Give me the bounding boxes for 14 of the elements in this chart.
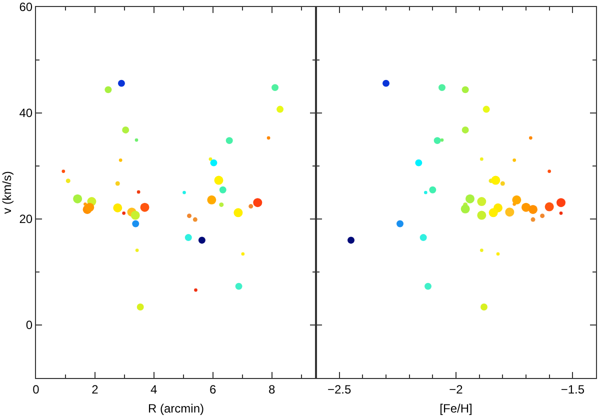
x-axis-title: R (arcmin)	[148, 401, 204, 416]
y-tick-label: 40	[19, 106, 33, 120]
x-axis-title: [Fe/H]	[440, 401, 472, 416]
y-tick-label: 60	[19, 0, 33, 14]
x-tick-label: −2	[449, 382, 464, 396]
x-tick-label: −2.5	[327, 382, 352, 396]
x-tick-label: 4	[150, 382, 158, 396]
x-tick-label: 8	[268, 382, 276, 396]
y-tick-label: 20	[19, 212, 33, 226]
x-tick-label: 6	[209, 382, 216, 396]
x-tick-label: −1.5	[560, 382, 585, 396]
y-tick-label: 0	[26, 318, 33, 332]
y-axis-title: v (km/s)	[0, 171, 14, 214]
x-tick-label: 2	[92, 382, 99, 396]
